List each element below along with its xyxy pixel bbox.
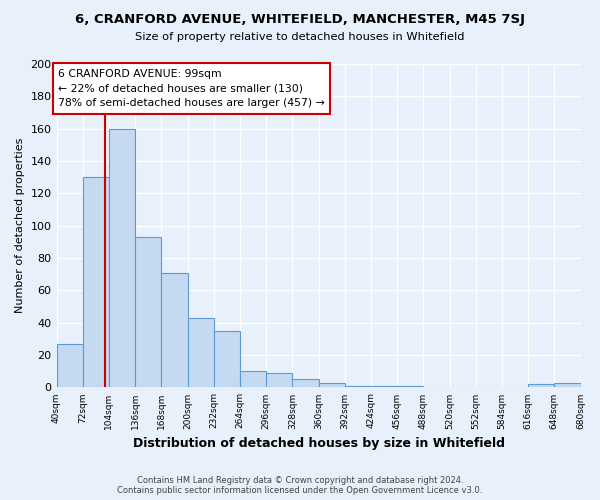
Bar <box>135 237 161 388</box>
Text: Size of property relative to detached houses in Whitefield: Size of property relative to detached ho… <box>135 32 465 42</box>
X-axis label: Distribution of detached houses by size in Whitefield: Distribution of detached houses by size … <box>133 437 505 450</box>
Bar <box>83 177 109 388</box>
Y-axis label: Number of detached properties: Number of detached properties <box>15 138 25 314</box>
Bar <box>397 386 424 388</box>
Bar <box>292 380 319 388</box>
Bar <box>266 373 292 388</box>
Text: Contains HM Land Registry data © Crown copyright and database right 2024.
Contai: Contains HM Land Registry data © Crown c… <box>118 476 482 495</box>
Text: 6, CRANFORD AVENUE, WHITEFIELD, MANCHESTER, M45 7SJ: 6, CRANFORD AVENUE, WHITEFIELD, MANCHEST… <box>75 12 525 26</box>
Bar <box>319 382 345 388</box>
Bar <box>554 382 581 388</box>
Bar <box>109 128 135 388</box>
Text: 6 CRANFORD AVENUE: 99sqm
← 22% of detached houses are smaller (130)
78% of semi-: 6 CRANFORD AVENUE: 99sqm ← 22% of detach… <box>58 69 325 108</box>
Bar <box>161 272 188 388</box>
Bar <box>345 386 371 388</box>
Bar <box>371 386 397 388</box>
Bar <box>188 318 214 388</box>
Bar <box>528 384 554 388</box>
Bar <box>214 331 240 388</box>
Bar <box>56 344 83 388</box>
Bar <box>240 372 266 388</box>
